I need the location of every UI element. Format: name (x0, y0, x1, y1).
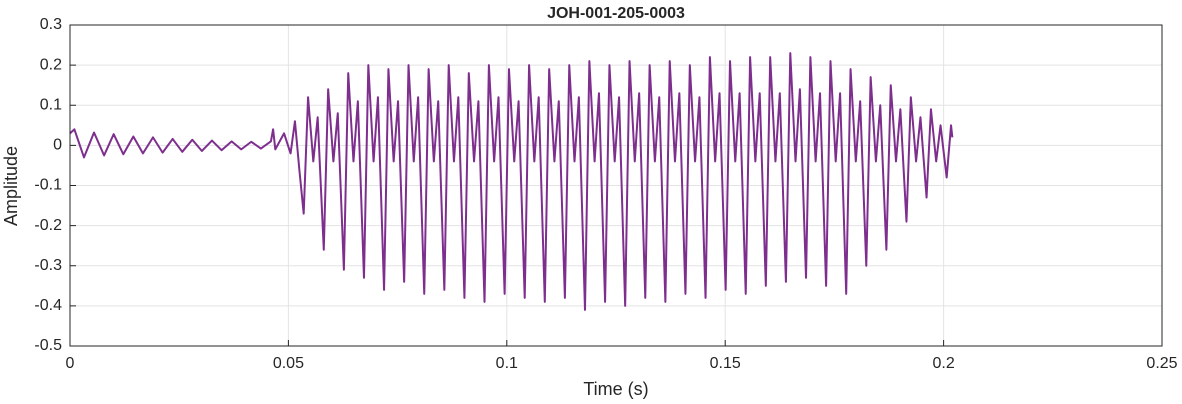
y-tick-label: -0.2 (34, 217, 62, 234)
waveform-line (69, 52, 954, 311)
chart-title: JOH-001-205-0003 (547, 5, 685, 22)
x-tick-label: 0.15 (710, 355, 741, 372)
y-tick-label: 0 (53, 137, 62, 154)
x-tick-label: 0.25 (1146, 355, 1177, 372)
y-tick-label: -0.1 (34, 177, 62, 194)
y-tick-label: 0.1 (40, 96, 62, 113)
y-axis-label: Amplitude (1, 146, 21, 226)
y-tick-label: -0.5 (34, 337, 62, 354)
y-tick-label: 0.3 (40, 16, 62, 33)
x-tick-label: 0.05 (273, 355, 304, 372)
plot-frame (69, 24, 1163, 347)
x-tick-label: 0.2 (932, 355, 954, 372)
y-tick-label: -0.4 (34, 297, 62, 314)
x-tick-label: 0 (66, 355, 75, 372)
x-axis-label: Time (s) (583, 379, 648, 399)
y-tick-label: -0.3 (34, 257, 62, 274)
x-tick-label: 0.1 (496, 355, 518, 372)
y-tick-label: 0.2 (40, 56, 62, 73)
